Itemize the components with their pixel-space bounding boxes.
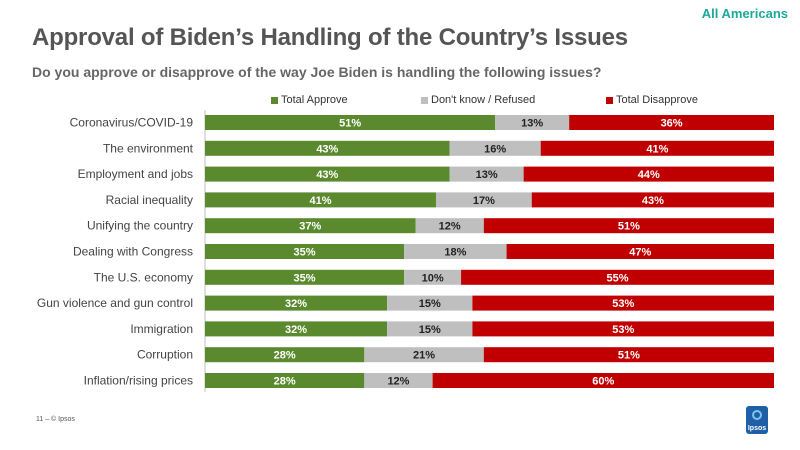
data-label-approve-the-environment: 43% — [316, 143, 338, 155]
bar-approve-the-u-s-economy — [205, 269, 405, 285]
data-label-disapprove-the-u-s-economy: 55% — [607, 272, 629, 284]
bar-disapprove-the-environment — [540, 140, 774, 156]
bar-disapprove-gun-violence-and-gun-control — [472, 295, 774, 311]
bar-dontknow-employment-and-jobs — [449, 166, 524, 182]
bar-dontknow-the-environment — [449, 140, 541, 156]
data-label-dontknow-coronavirus-covid-19: 13% — [521, 118, 543, 130]
bar-dontknow-the-u-s-economy — [404, 269, 462, 285]
bar-dontknow-racial-inequality — [435, 192, 532, 208]
chart-subtitle: Do you approve or disapprove of the way … — [32, 64, 602, 80]
footer-note: 11 – © Ipsos — [36, 416, 75, 423]
data-label-dontknow-racial-inequality: 17% — [473, 195, 495, 207]
bar-disapprove-inflation-rising-prices — [432, 373, 774, 388]
bar-dontknow-corruption — [364, 347, 484, 363]
data-label-disapprove-the-environment: 41% — [646, 143, 668, 155]
data-label-disapprove-unifying-the-country: 51% — [618, 221, 640, 233]
bar-approve-racial-inequality — [205, 192, 436, 208]
logo-mark-icon — [752, 410, 762, 420]
bar-dontknow-immigration — [387, 321, 473, 337]
bar-approve-unifying-the-country — [205, 218, 416, 234]
bar-dontknow-coronavirus-covid-19 — [495, 115, 570, 130]
category-label-unifying-the-country: Unifying the country — [87, 219, 193, 233]
data-label-disapprove-racial-inequality: 43% — [642, 195, 664, 207]
data-label-approve-inflation-rising-prices: 28% — [274, 376, 296, 388]
bar-approve-dealing-with-congress — [205, 244, 405, 259]
data-label-disapprove-dealing-with-congress: 47% — [629, 247, 651, 259]
category-label-gun-violence-and-gun-control: Gun violence and gun control — [37, 296, 193, 310]
data-label-disapprove-employment-and-jobs: 44% — [638, 169, 660, 181]
data-label-approve-racial-inequality: 41% — [309, 195, 331, 207]
legend-swatch-dontknow — [421, 96, 428, 104]
bar-approve-immigration — [205, 321, 388, 337]
bar-approve-coronavirus-covid-19 — [205, 115, 496, 130]
data-label-approve-gun-violence-and-gun-control: 32% — [285, 298, 307, 310]
data-label-approve-the-u-s-economy: 35% — [294, 272, 316, 284]
bar-approve-the-environment — [205, 140, 450, 156]
data-label-dontknow-gun-violence-and-gun-control: 15% — [419, 298, 441, 310]
data-label-dontknow-immigration: 15% — [419, 324, 441, 336]
bar-dontknow-unifying-the-country — [415, 218, 484, 234]
legend: Total Approve Don't know / Refused Total… — [0, 94, 800, 108]
bar-approve-employment-and-jobs — [205, 166, 450, 182]
category-label-immigration: Immigration — [130, 322, 193, 336]
data-label-disapprove-gun-violence-and-gun-control: 53% — [612, 298, 634, 310]
data-label-disapprove-corruption: 51% — [618, 350, 640, 362]
category-label-employment-and-jobs: Employment and jobs — [78, 167, 193, 181]
legend-item-disapprove: Total Disapprove — [606, 94, 698, 106]
data-label-dontknow-inflation-rising-prices: 12% — [387, 376, 409, 388]
logo-text: Ipsos — [747, 425, 767, 432]
bar-approve-inflation-rising-prices — [205, 373, 365, 388]
legend-item-approve: Total Approve — [271, 94, 348, 106]
data-label-disapprove-coronavirus-covid-19: 36% — [661, 118, 683, 130]
category-label-racial-inequality: Racial inequality — [106, 193, 193, 207]
legend-swatch-approve — [271, 96, 278, 104]
category-label-dealing-with-congress: Dealing with Congress — [73, 245, 193, 259]
bar-disapprove-racial-inequality — [531, 192, 774, 208]
bar-disapprove-employment-and-jobs — [523, 166, 774, 182]
bar-dontknow-gun-violence-and-gun-control — [387, 295, 473, 311]
ipsos-logo: Ipsos — [746, 406, 768, 434]
chart-title: Approval of Biden’s Handling of the Coun… — [32, 24, 628, 51]
bar-disapprove-the-u-s-economy — [461, 269, 774, 285]
data-label-disapprove-inflation-rising-prices: 60% — [592, 376, 614, 388]
bar-disapprove-dealing-with-congress — [506, 244, 774, 259]
legend-label-disapprove: Total Disapprove — [616, 94, 698, 106]
legend-item-dontknow: Don't know / Refused — [421, 94, 535, 106]
data-label-approve-corruption: 28% — [274, 350, 296, 362]
data-label-approve-employment-and-jobs: 43% — [316, 169, 338, 181]
data-label-dontknow-the-environment: 16% — [484, 143, 506, 155]
category-label-the-u-s-economy: The U.S. economy — [94, 270, 193, 284]
data-label-approve-dealing-with-congress: 35% — [294, 247, 316, 259]
data-label-dontknow-unifying-the-country: 12% — [439, 221, 461, 233]
data-label-disapprove-immigration: 53% — [612, 324, 634, 336]
data-label-approve-coronavirus-covid-19: 51% — [339, 118, 361, 130]
bar-approve-corruption — [205, 347, 365, 363]
category-label-inflation-rising-prices: Inflation/rising prices — [84, 374, 193, 388]
bar-disapprove-unifying-the-country — [483, 218, 774, 234]
category-label-the-environment: The environment — [103, 141, 194, 155]
data-label-approve-unifying-the-country: 37% — [299, 221, 321, 233]
bar-dontknow-dealing-with-congress — [404, 244, 507, 259]
legend-swatch-disapprove — [606, 96, 613, 104]
bar-disapprove-corruption — [483, 347, 774, 363]
category-label-corruption: Corruption — [137, 348, 193, 362]
data-label-dontknow-dealing-with-congress: 18% — [444, 247, 466, 259]
legend-label-approve: Total Approve — [281, 94, 348, 106]
bar-approve-gun-violence-and-gun-control — [205, 295, 388, 311]
data-label-dontknow-employment-and-jobs: 13% — [476, 169, 498, 181]
bar-disapprove-coronavirus-covid-19 — [569, 115, 774, 130]
bar-dontknow-inflation-rising-prices — [364, 373, 433, 388]
legend-label-dontknow: Don't know / Refused — [431, 94, 536, 106]
data-label-approve-immigration: 32% — [285, 324, 307, 336]
bar-disapprove-immigration — [472, 321, 774, 337]
audience-tag: All Americans — [701, 6, 788, 21]
category-label-coronavirus-covid-19: Coronavirus/COVID-19 — [70, 116, 194, 130]
data-label-dontknow-corruption: 21% — [413, 350, 435, 362]
data-label-dontknow-the-u-s-economy: 10% — [422, 272, 444, 284]
